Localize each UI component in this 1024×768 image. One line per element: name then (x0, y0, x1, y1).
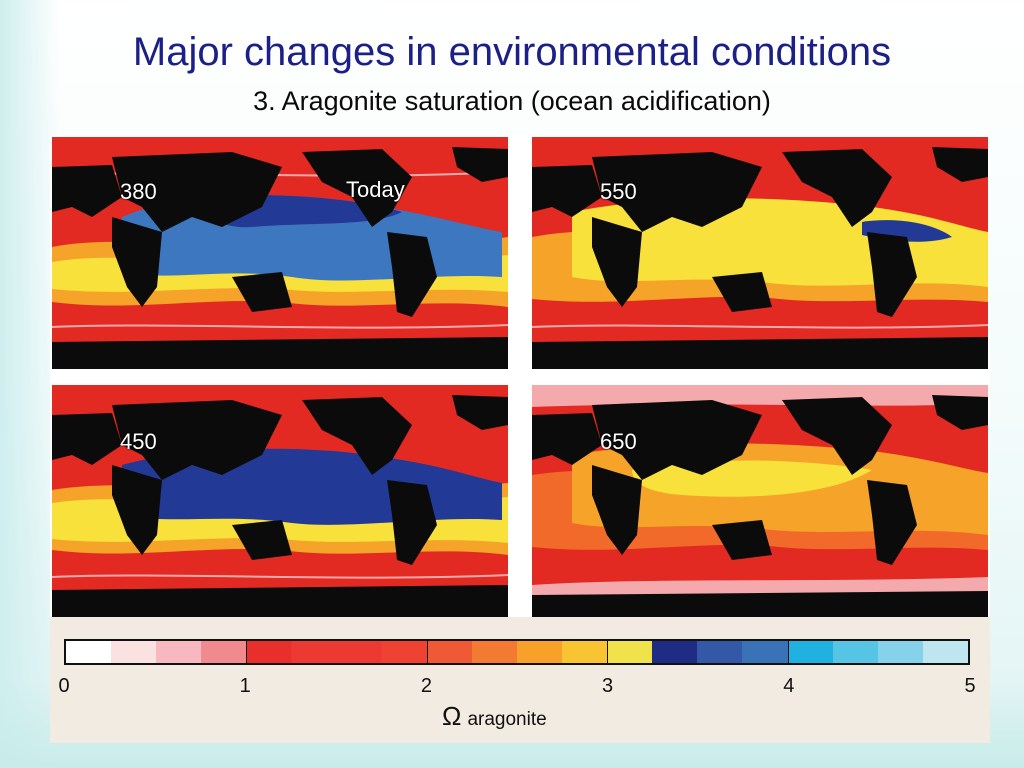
map-450: 450 (52, 385, 508, 617)
colorbar-tick-label: 3 (602, 675, 614, 697)
colorbar-cell (832, 641, 878, 663)
colorbar-cell (652, 641, 698, 663)
colorbar-cell (922, 641, 968, 663)
colorbar-tick-label: 0 (58, 675, 70, 697)
colorbar-cell (742, 641, 788, 663)
colorbar-tick-line (426, 641, 428, 663)
map-label-value: 550 (600, 179, 637, 204)
map-label-value: 450 (120, 429, 157, 454)
colorbar-cell (562, 641, 608, 663)
colorbar-cell (516, 641, 563, 663)
map-650: 650 (532, 385, 988, 617)
colorbar-cell (336, 641, 382, 663)
colorbar-cell (111, 641, 157, 663)
map-380-today: 380 Today (52, 137, 508, 369)
colorbar-cell (471, 641, 517, 663)
colorbar-cell (201, 641, 247, 663)
colorbar-tick-label: 2 (420, 675, 432, 697)
map-label-today: Today (346, 177, 405, 202)
colorbar-cell (291, 641, 337, 663)
slide-subtitle: 3. Aragonite saturation (ocean acidifica… (253, 86, 771, 116)
colorbar-cell (787, 641, 833, 663)
colorbar-tick-label: 1 (239, 675, 251, 697)
map-550: 550 (532, 137, 988, 369)
colorbar-cell (426, 641, 472, 663)
colorbar-cell (246, 641, 292, 663)
figure-panel: 380 Today 550 (50, 135, 990, 743)
colorbar (64, 639, 970, 665)
axis-name: aragonite (467, 709, 547, 730)
colorbar-cell (381, 641, 427, 663)
colorbar-cell (156, 641, 202, 663)
colorbar-tick-line (246, 641, 248, 663)
slide-title: Major changes in environmental condition… (132, 30, 892, 74)
colorbar-cell (66, 641, 112, 663)
colorbar-tick-label: 4 (783, 675, 795, 697)
colorbar-cell (607, 641, 653, 663)
map-label-value: 380 (120, 179, 157, 204)
colorbar-tick-line (787, 641, 789, 663)
omega-symbol: Ω (442, 701, 462, 731)
colorbar-cell (877, 641, 923, 663)
colorbar-tick-line (607, 641, 609, 663)
colorbar-tick-label: 5 (964, 675, 976, 697)
map-label-value: 650 (600, 429, 637, 454)
colorbar-cell (697, 641, 743, 663)
